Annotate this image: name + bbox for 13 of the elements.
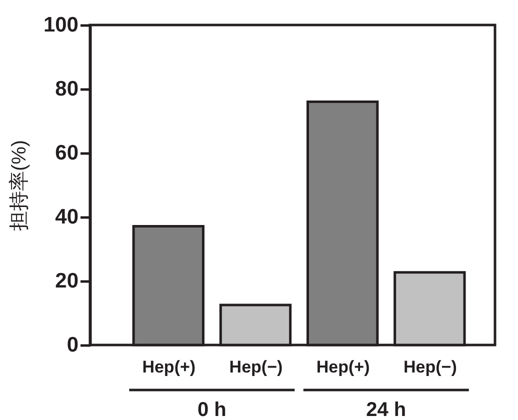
y-axis-title: 担持率(%) bbox=[8, 140, 30, 232]
y-tick-label: 80 bbox=[55, 78, 78, 100]
y-tick-label: 0 bbox=[66, 334, 78, 356]
text: 24 h bbox=[366, 399, 406, 420]
x-tick-label: Hep(+) bbox=[316, 358, 370, 376]
y-tick-label: 60 bbox=[55, 142, 78, 164]
x-tick-label: Hep(+) bbox=[142, 358, 196, 376]
y-tick-label: 100 bbox=[43, 14, 78, 36]
y-tick-label: 40 bbox=[55, 206, 78, 228]
x-tick-label: Hep(−) bbox=[403, 358, 457, 376]
y-tick-label: 20 bbox=[55, 270, 78, 292]
x-tick-label: Hep(−) bbox=[229, 358, 283, 376]
text: 0 h bbox=[197, 399, 226, 420]
